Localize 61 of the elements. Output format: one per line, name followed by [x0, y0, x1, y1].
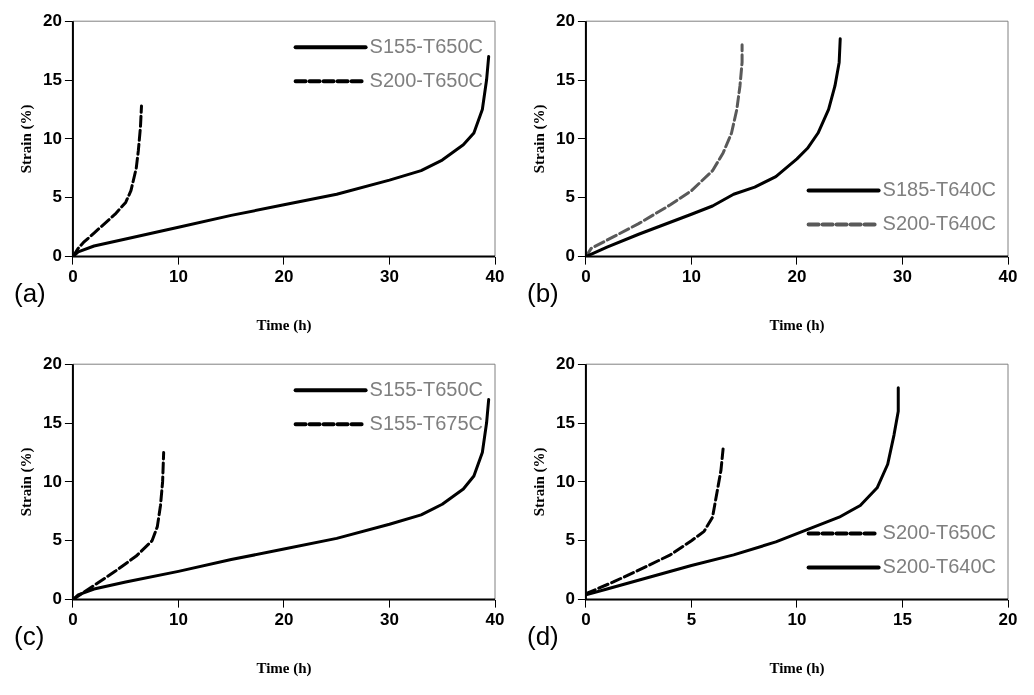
y-tick-label: 15: [555, 69, 575, 89]
legend-label: S155-T650C: [369, 34, 484, 57]
x-tick-label: 15: [893, 610, 912, 630]
text: (b): [527, 277, 559, 308]
legend-label: S155-T675C: [369, 411, 484, 434]
y-tick-label: 15: [42, 412, 62, 432]
x-tick-label: 30: [893, 267, 912, 287]
x-tick-label: 10: [168, 267, 188, 287]
x-tick-label: 40: [998, 267, 1018, 287]
y-tick-label: 20: [42, 353, 62, 373]
x-axis-title: Time (h): [769, 659, 825, 677]
x-tick-label: 30: [380, 610, 399, 630]
y-tick-label: 0: [565, 246, 575, 266]
x-tick-label: 30: [380, 267, 399, 287]
legend-label: S155-T650C: [369, 377, 484, 400]
y-tick-label: 0: [565, 589, 575, 609]
line-series: [585, 43, 744, 257]
y-tick-label: 5: [565, 530, 575, 550]
y-tick-label: 5: [52, 530, 62, 550]
y-tick-label: 5: [52, 187, 62, 207]
text: (d): [527, 620, 559, 651]
y-tick-label: 15: [555, 412, 575, 432]
y-axis-title: Strain (%): [530, 104, 548, 174]
y-tick-label: 20: [42, 10, 62, 30]
x-tick-label: 40: [485, 610, 505, 630]
y-tick-label: 20: [555, 353, 575, 373]
y-axis-title: Strain (%): [17, 104, 35, 174]
legend-label: S200-T640C: [882, 212, 997, 235]
x-tick-label: 40: [485, 267, 505, 287]
x-axis-title: Time (h): [256, 316, 312, 334]
y-axis-title: Strain (%): [17, 447, 35, 517]
x-tick-label: 10: [168, 610, 188, 630]
y-tick-label: 10: [555, 471, 575, 491]
x-tick-label: 0: [581, 610, 591, 630]
y-tick-label: 10: [555, 128, 575, 148]
x-tick-label: 20: [274, 610, 294, 630]
x-tick-label: 20: [787, 267, 807, 287]
x-tick-label: 10: [681, 267, 701, 287]
legend-label: S185-T640C: [882, 178, 997, 201]
y-tick-label: 10: [42, 128, 62, 148]
x-axis-title: Time (h): [769, 316, 825, 334]
text: (c): [14, 620, 45, 651]
x-axis-title: Time (h): [256, 659, 312, 677]
y-tick-label: 0: [52, 589, 62, 609]
x-tick-label: 5: [686, 610, 697, 630]
y-tick-label: 0: [52, 246, 62, 266]
x-tick-label: 10: [787, 610, 807, 630]
x-tick-label: 20: [998, 610, 1018, 630]
legend-label: S200-T640C: [882, 555, 997, 578]
x-tick-label: 0: [581, 267, 591, 287]
y-tick-label: 20: [555, 10, 575, 30]
y-tick-label: 15: [42, 69, 62, 89]
y-axis-title: Strain (%): [530, 447, 548, 517]
legend-label: S200-T650C: [369, 68, 484, 91]
x-tick-label: 0: [68, 267, 78, 287]
x-tick-label: 20: [274, 267, 294, 287]
y-tick-label: 10: [42, 471, 62, 491]
x-tick-label: 0: [68, 610, 78, 630]
legend-label: S200-T650C: [882, 521, 997, 544]
text: (a): [14, 277, 46, 308]
y-tick-label: 5: [565, 187, 575, 207]
